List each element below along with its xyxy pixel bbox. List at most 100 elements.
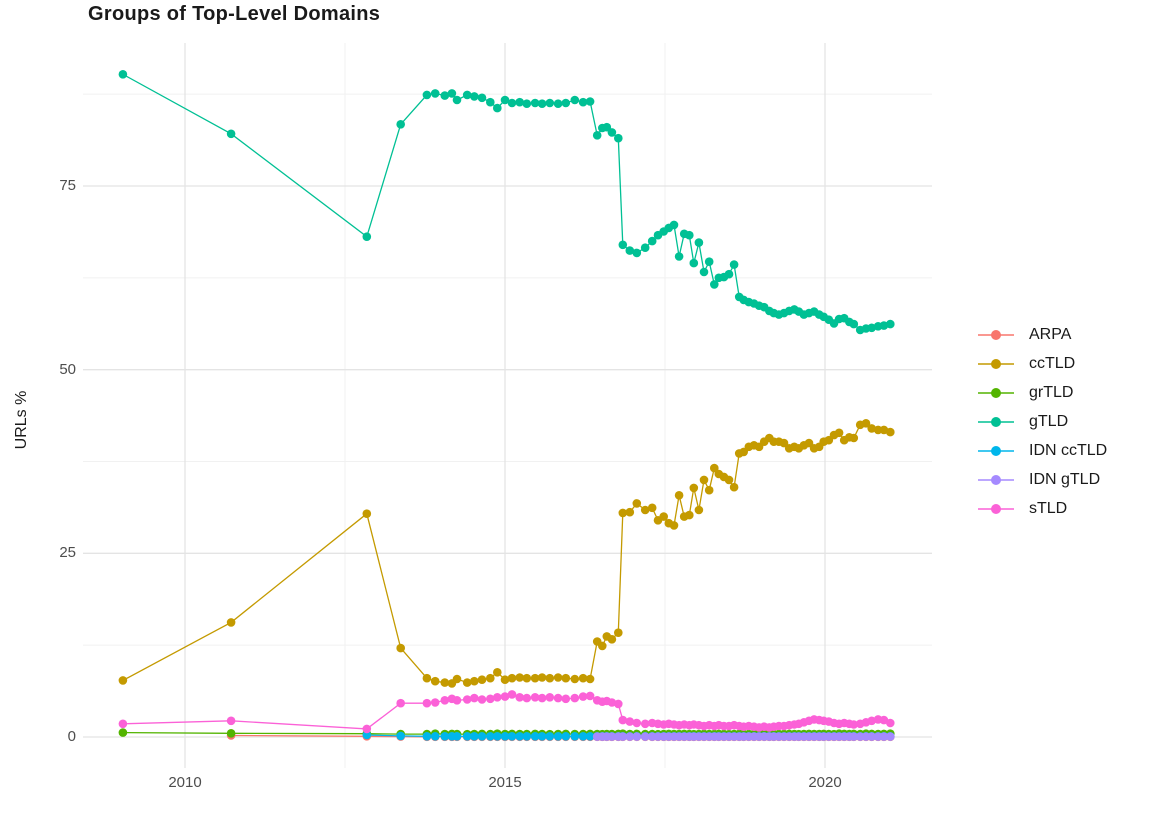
data-point xyxy=(430,676,440,686)
data-point xyxy=(447,89,457,98)
data-point xyxy=(849,433,859,443)
legend-item-grtld: grTLD xyxy=(976,378,1107,407)
data-point xyxy=(118,728,128,737)
data-point xyxy=(704,257,714,267)
y-axis-title: URLs % xyxy=(13,390,30,450)
data-point xyxy=(867,732,876,741)
data-point xyxy=(729,260,739,269)
data-point xyxy=(515,97,524,107)
legend-key-icon xyxy=(978,416,1014,427)
data-point xyxy=(625,717,635,726)
data-point xyxy=(699,267,709,277)
legend-item-gtld: gTLD xyxy=(976,407,1107,436)
x-tick-label: 2010 xyxy=(168,774,202,791)
data-point xyxy=(522,732,532,741)
data-point xyxy=(614,628,623,637)
data-point xyxy=(500,675,510,684)
data-point xyxy=(669,521,679,530)
data-point xyxy=(578,673,588,683)
data-point xyxy=(226,129,236,139)
data-point xyxy=(522,693,532,703)
data-point xyxy=(674,252,684,261)
data-point xyxy=(522,99,532,108)
data-point xyxy=(362,232,372,241)
x-tick-label: 2015 xyxy=(488,774,522,791)
data-point xyxy=(578,732,588,741)
legend-label: ARPA xyxy=(1029,325,1072,343)
legend-key-icon xyxy=(978,445,1014,456)
data-point xyxy=(422,90,432,100)
legend-key-icon xyxy=(978,358,1014,369)
data-point xyxy=(362,724,372,734)
data-point xyxy=(640,505,650,515)
legend-key-dot xyxy=(991,445,1001,456)
data-point xyxy=(522,673,532,683)
data-point xyxy=(493,732,502,741)
data-point xyxy=(570,693,580,703)
data-point xyxy=(694,238,704,247)
legend-key-icon xyxy=(978,329,1014,340)
legend-key-dot xyxy=(991,358,1001,369)
x-tick-label: 2020 xyxy=(808,774,842,791)
data-point xyxy=(710,463,719,473)
data-point xyxy=(452,674,462,684)
data-point xyxy=(561,694,571,704)
data-point xyxy=(886,427,895,437)
data-point xyxy=(440,91,450,100)
legend-item-cctld: ccTLD xyxy=(976,349,1107,378)
data-point xyxy=(632,248,642,258)
data-point xyxy=(500,692,510,701)
data-point xyxy=(647,503,657,513)
data-point xyxy=(879,715,889,725)
chart-title: Groups of Top-Level Domains xyxy=(88,3,381,25)
data-point xyxy=(537,673,547,682)
legend-key-dot xyxy=(991,503,1001,514)
data-point xyxy=(530,98,540,108)
data-point xyxy=(886,732,895,741)
data-point xyxy=(779,438,789,448)
data-point xyxy=(545,693,555,702)
data-point xyxy=(422,698,432,708)
data-point xyxy=(530,673,540,683)
data-point xyxy=(226,716,236,726)
data-point xyxy=(724,475,734,485)
data-point xyxy=(452,95,462,105)
data-point xyxy=(647,236,657,246)
legend-label: ccTLD xyxy=(1029,354,1076,372)
data-point xyxy=(462,732,472,741)
data-point xyxy=(618,508,628,518)
legend-item-idn-gtld: IDN gTLD xyxy=(976,465,1107,494)
data-point xyxy=(507,690,517,699)
data-point xyxy=(118,719,128,729)
data-point xyxy=(578,692,588,701)
legend-key-dot xyxy=(991,474,1001,485)
data-point xyxy=(614,699,623,709)
data-point xyxy=(689,258,699,268)
data-point xyxy=(452,732,462,741)
data-point xyxy=(470,693,479,703)
data-point xyxy=(685,510,694,520)
data-point xyxy=(362,509,372,518)
data-point xyxy=(699,475,709,485)
data-point xyxy=(578,97,588,107)
data-point xyxy=(640,719,650,729)
data-point xyxy=(640,243,650,252)
data-point xyxy=(867,716,876,726)
data-point xyxy=(362,730,372,740)
data-point xyxy=(422,732,432,741)
legend-label: IDN gTLD xyxy=(1029,470,1101,488)
legend-key-icon xyxy=(978,387,1014,398)
data-point xyxy=(470,676,479,686)
data-point xyxy=(462,695,472,704)
data-point xyxy=(886,319,895,329)
data-point xyxy=(396,731,406,741)
data-point xyxy=(849,720,859,729)
data-point xyxy=(729,482,739,492)
data-point xyxy=(462,90,472,100)
data-point xyxy=(226,729,236,738)
data-point xyxy=(486,732,495,741)
data-point xyxy=(493,668,502,677)
data-point xyxy=(625,246,635,255)
data-point xyxy=(632,732,642,741)
